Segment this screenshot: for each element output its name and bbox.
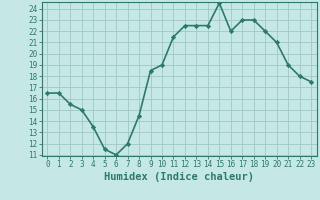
X-axis label: Humidex (Indice chaleur): Humidex (Indice chaleur)	[104, 172, 254, 182]
